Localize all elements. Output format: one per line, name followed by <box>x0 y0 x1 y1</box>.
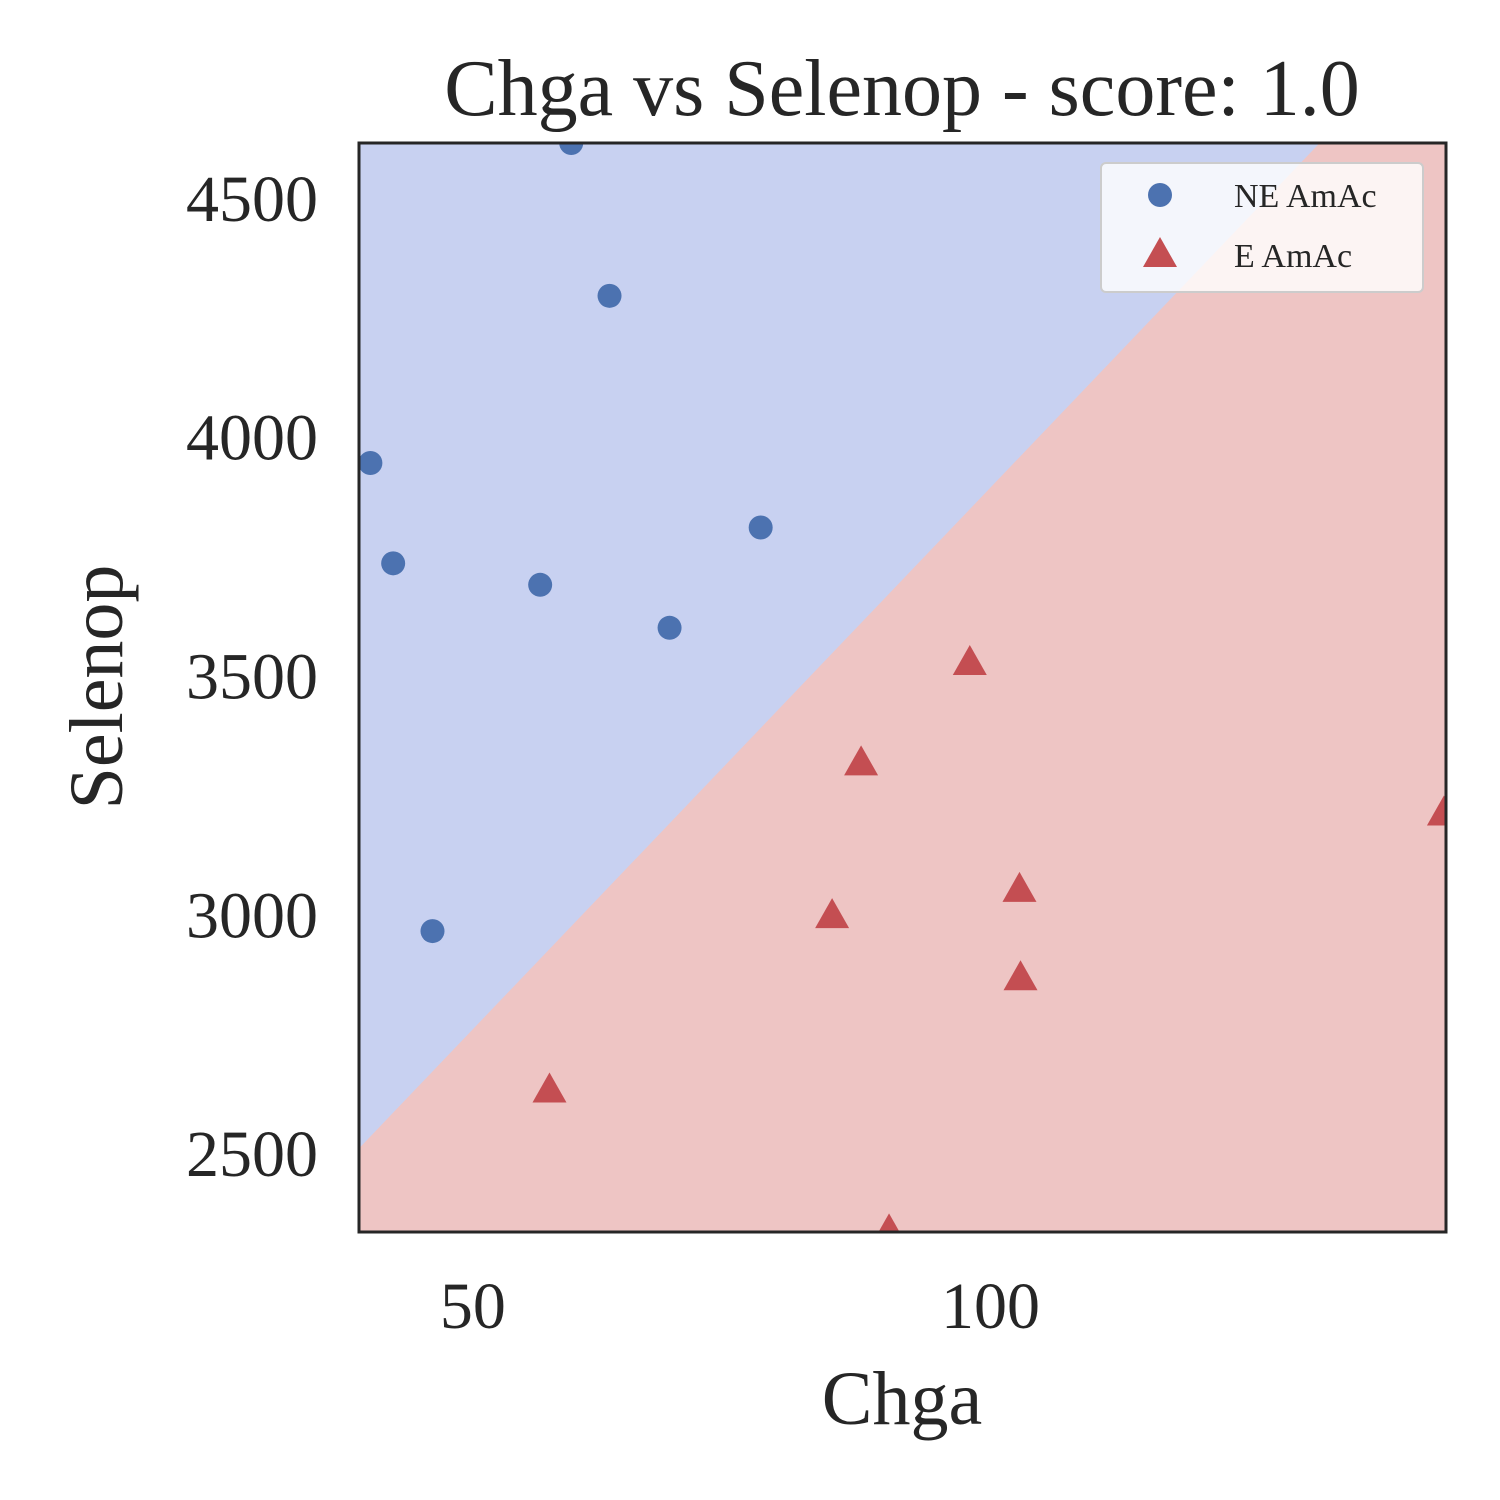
series-1 <box>359 143 773 944</box>
point-e-amac <box>1426 795 1446 826</box>
decision-regions <box>359 143 1446 1232</box>
legend-marker-e-amac <box>1143 237 1177 267</box>
point-ne-amac <box>381 551 406 576</box>
x-axis-label: Chga <box>822 1357 982 1441</box>
y-tick-label: 3000 <box>186 879 318 952</box>
legend-label: E AmAc <box>1234 238 1352 275</box>
point-e-amac <box>1003 960 1038 991</box>
y-axis-label: Selenop <box>55 565 139 810</box>
point-ne-amac <box>559 143 584 155</box>
point-ne-amac <box>597 283 622 308</box>
legend-label: NE AmAc <box>1234 178 1377 215</box>
point-ne-amac <box>528 572 553 597</box>
plot-frame <box>357 141 1448 1234</box>
point-ne-amac <box>657 615 682 640</box>
y-tick-label: 4500 <box>186 163 318 236</box>
point-e-amac <box>815 898 850 929</box>
point-e-amac <box>532 1072 567 1103</box>
y-tick-label: 2500 <box>186 1118 318 1191</box>
point-e-amac <box>878 1213 900 1232</box>
region-ne-amac <box>359 143 1320 1149</box>
point-e-amac <box>844 745 879 776</box>
x-tick-label: 100 <box>941 1270 1040 1343</box>
data-points <box>359 143 1446 1232</box>
plot-area: 50 100 2500 3000 3500 4000 4500 NE AmAc E AmAc <box>186 141 1448 1343</box>
series-2 <box>532 645 1446 1232</box>
point-ne-amac <box>748 515 773 540</box>
legend: NE AmAc E AmAc <box>1100 162 1424 293</box>
legend-box <box>1100 162 1424 293</box>
y-tick-label: 4000 <box>186 402 318 475</box>
y-tick-label: 3500 <box>186 641 318 714</box>
point-ne-amac <box>359 451 383 476</box>
x-tick-label: 50 <box>440 1270 506 1343</box>
legend-marker-ne-amac <box>1148 183 1172 207</box>
point-e-amac <box>952 645 987 676</box>
point-e-amac <box>1002 871 1037 902</box>
chart-title: Chga vs Selenop - score: 1.0 <box>444 45 1359 133</box>
point-ne-amac <box>420 919 445 944</box>
